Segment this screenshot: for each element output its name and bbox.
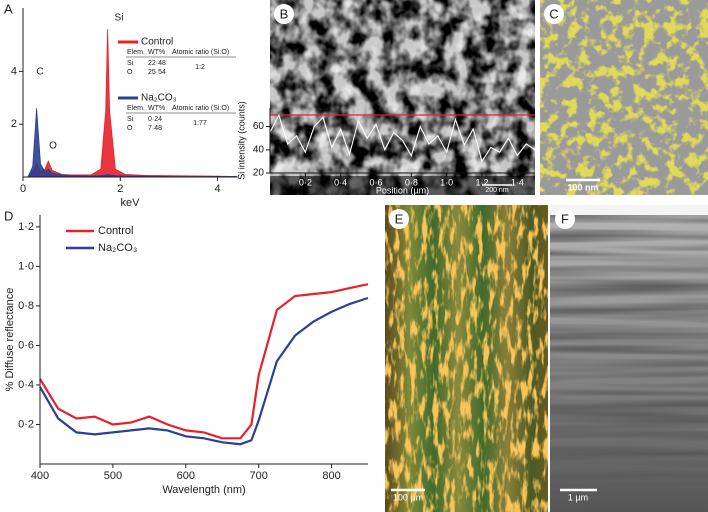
- table-header: Elem.: [127, 49, 145, 56]
- x-axis-label: Wavelength (nm): [162, 484, 245, 496]
- panel-label: A: [4, 1, 13, 16]
- table-header: WT%: [148, 49, 165, 56]
- x-tick-label: 0·6: [369, 177, 382, 187]
- table-header: Atomic ratio (Si:O): [172, 105, 229, 112]
- x-tick-label: 0·8: [405, 177, 418, 187]
- peak-label: Si: [115, 13, 124, 24]
- image-c: [540, 0, 708, 195]
- y-tick-label: 0·6: [18, 339, 34, 351]
- table-cell: O: [127, 69, 133, 76]
- panel-label: F: [561, 211, 569, 226]
- x-tick-label: 0·4: [334, 177, 347, 187]
- x-tick-label: 4: [214, 183, 220, 195]
- x-tick-label: 400: [31, 470, 49, 482]
- y-tick-label: 0·2: [18, 418, 34, 430]
- y-tick-label: 4: [11, 65, 17, 77]
- x-tick-label: 600: [177, 470, 195, 482]
- x-axis-label: Position (µm): [376, 185, 429, 195]
- x-tick-label: 1·0: [440, 177, 453, 187]
- table-ratio: 1:77: [193, 120, 207, 127]
- y-axis-label: % Diffuse reflectance: [4, 288, 16, 392]
- legend-label: Control: [98, 225, 133, 237]
- table-header: Atomic ratio (Si:O): [172, 49, 229, 56]
- x-tick-label: 500: [104, 470, 122, 482]
- panel-label: D: [4, 208, 13, 223]
- peak-label: C: [36, 67, 43, 78]
- x-tick-label: 700: [249, 470, 267, 482]
- series-line: [39, 296, 369, 446]
- table-cell: Si: [127, 60, 134, 67]
- image-e: [385, 205, 548, 512]
- y-tick-label: 0·8: [18, 300, 34, 312]
- table-cell: 0·24: [148, 116, 162, 123]
- x-tick-label: 0: [20, 183, 26, 195]
- legend-label: Control: [141, 37, 173, 48]
- panel-label: B: [280, 6, 289, 21]
- scale-bar-label: 1 µm: [568, 492, 588, 502]
- table-cell: 22·48: [148, 60, 166, 67]
- series-line: [269, 113, 536, 163]
- legend-label: Na₂CO₃: [98, 242, 137, 254]
- y-tick-label: 40: [253, 144, 265, 155]
- legend-label: Na₂CO₃: [141, 93, 177, 104]
- y-tick-label: 20: [253, 168, 265, 179]
- x-tick-label: 1·2: [475, 177, 488, 187]
- panel-label: E: [395, 211, 404, 226]
- x-axis-label: keV: [121, 197, 141, 209]
- x-tick-label: 1·4: [511, 177, 524, 187]
- scale-bar-label: 100 nm: [567, 182, 598, 192]
- scale-bar-label: 200 nm: [485, 187, 509, 194]
- table-cell: Si: [127, 116, 134, 123]
- table-cell: 7·48: [148, 125, 162, 132]
- table-ratio: 1:2: [195, 64, 205, 71]
- table-header: Elem.: [127, 105, 145, 112]
- series-line: [39, 283, 369, 440]
- x-tick-label: 800: [322, 470, 340, 482]
- table-cell: O: [127, 125, 133, 132]
- scale-bar-label: 100 µm: [393, 492, 423, 502]
- y-tick-label: 2: [11, 118, 17, 130]
- y-axis-label: Si intensity (counts): [236, 101, 246, 180]
- table-header: WT%: [148, 105, 165, 112]
- y-tick-label: 1·0: [18, 260, 34, 272]
- y-tick-label: 0·4: [18, 379, 34, 391]
- image-b: [270, 0, 535, 195]
- y-tick-label: 60: [253, 121, 265, 132]
- x-tick-label: 2: [117, 183, 123, 195]
- x-tick-label: 0·2: [299, 177, 312, 187]
- table-cell: 25·54: [148, 69, 166, 76]
- image-f: [550, 205, 708, 512]
- panel-label: C: [549, 6, 558, 21]
- peak-label: O: [49, 141, 57, 152]
- y-tick-label: 1·2: [18, 221, 34, 233]
